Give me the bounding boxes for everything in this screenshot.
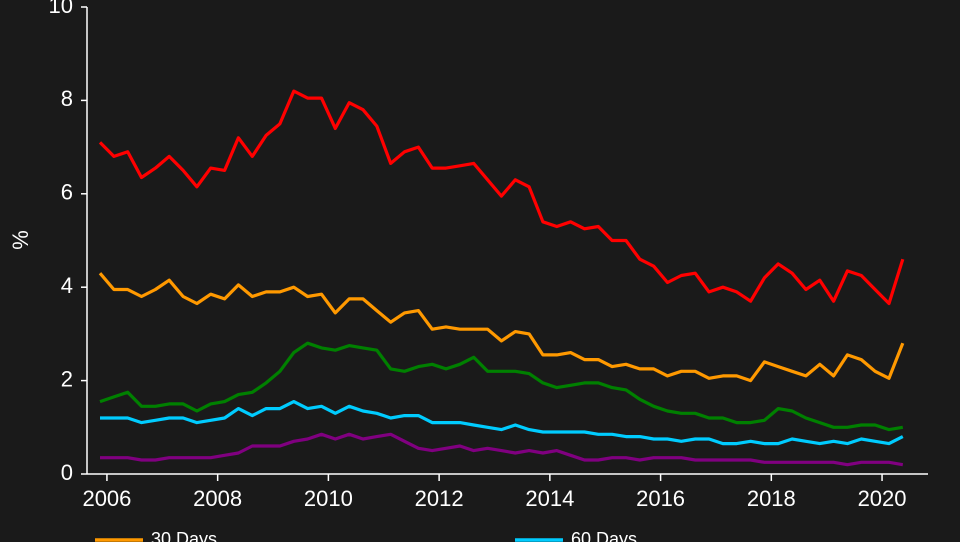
- y-axis-label: %: [8, 230, 33, 250]
- y-tick-label: 4: [61, 273, 73, 298]
- series-line: [100, 400, 904, 446]
- x-tick-label: 2012: [415, 486, 464, 511]
- y-tick-label: 0: [61, 460, 73, 485]
- series-line: [98, 272, 905, 383]
- series-line: [100, 432, 904, 467]
- y-tick-label: 6: [61, 180, 73, 205]
- legend-label: 30 Days: [151, 529, 217, 542]
- y-tick-label: 2: [61, 366, 73, 391]
- x-tick-label: 2010: [304, 486, 353, 511]
- x-tick-label: 2016: [636, 486, 685, 511]
- series-line: [99, 341, 904, 432]
- series-line: [98, 89, 905, 306]
- legend-label: 60 Days: [571, 529, 637, 542]
- x-tick-label: 2014: [525, 486, 574, 511]
- x-tick-label: 2008: [193, 486, 242, 511]
- x-tick-label: 2006: [82, 486, 131, 511]
- x-tick-label: 2018: [747, 486, 796, 511]
- y-tick-label: 8: [61, 86, 73, 111]
- x-tick-label: 2020: [858, 486, 907, 511]
- y-tick-label: 10: [49, 0, 73, 18]
